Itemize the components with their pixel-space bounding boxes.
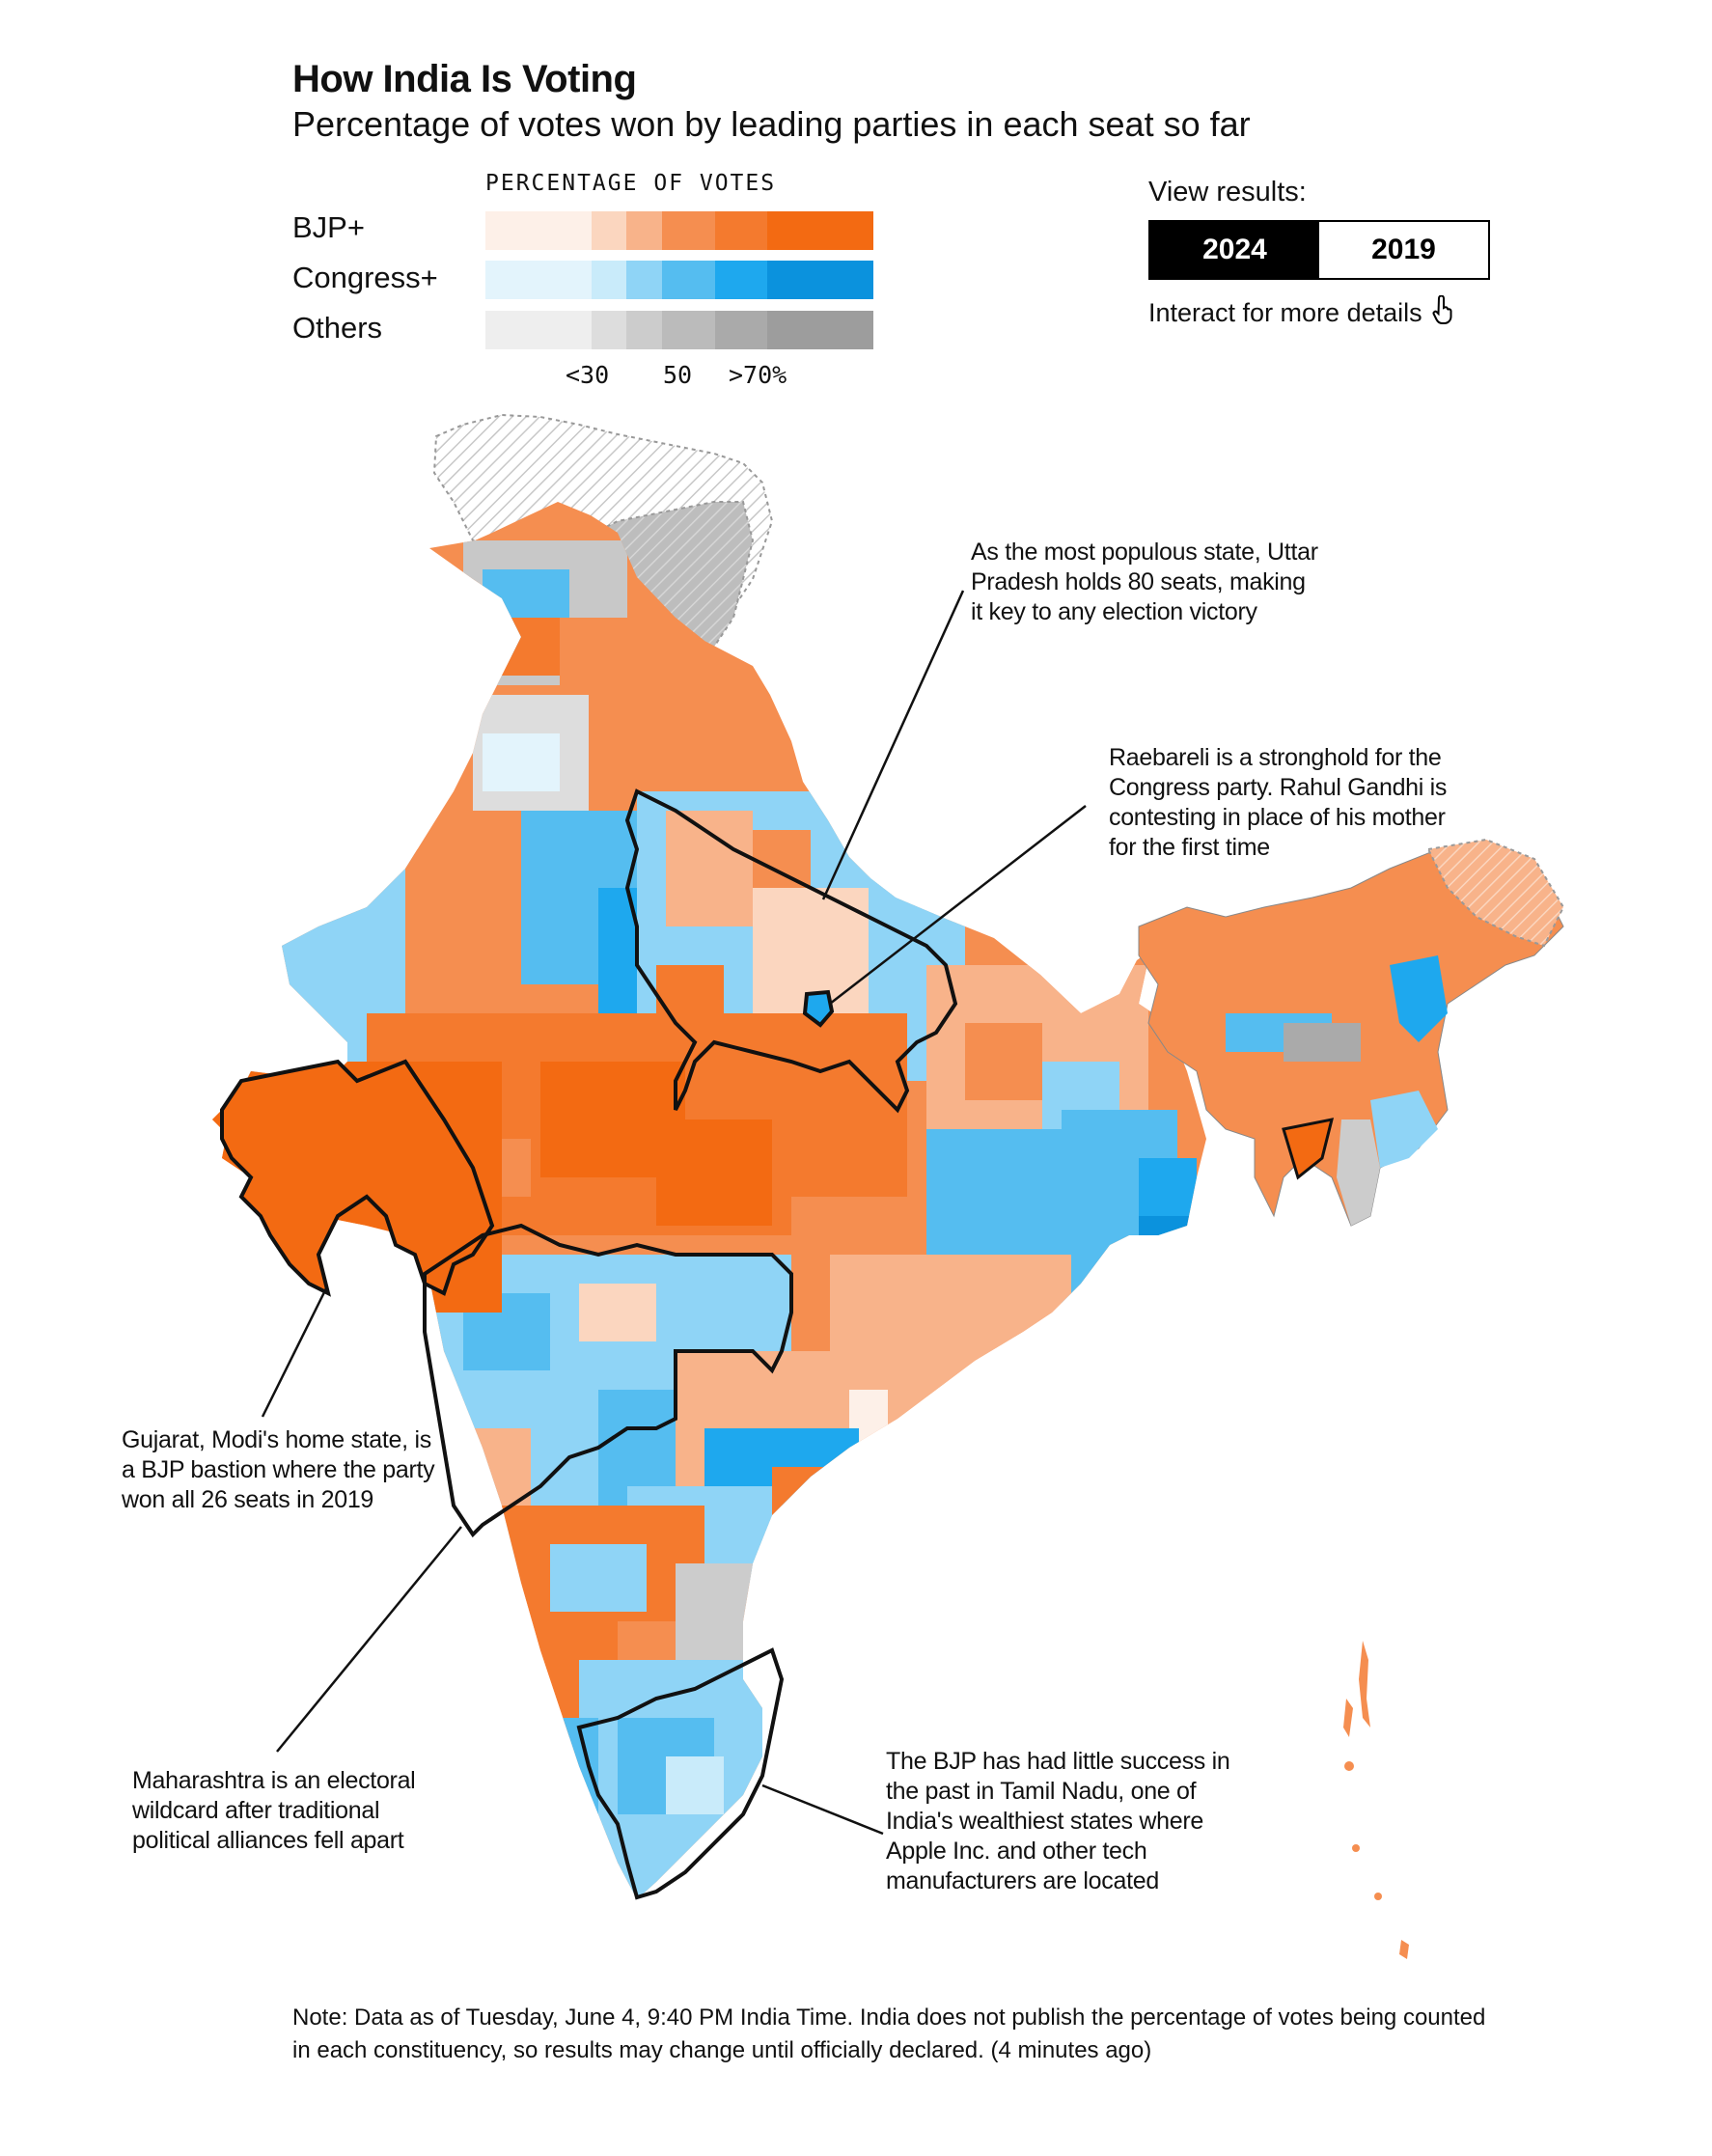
mizoram-region[interactable] — [1337, 1119, 1380, 1226]
legend-swatch — [626, 261, 662, 299]
legend-tick-low: <30 — [566, 361, 610, 389]
nicobar-island-1[interactable] — [1352, 1844, 1360, 1852]
annotation-maharashtra: Maharashtra is an electoral wildcard aft… — [132, 1767, 416, 1854]
manipur-region[interactable] — [1370, 1091, 1438, 1168]
annotation-raebareli: Raebareli is a stronghold for the Congre… — [1109, 744, 1448, 861]
view-results-label: View results: — [1148, 177, 1307, 207]
legend-swatch — [714, 211, 768, 250]
legend-tick-high: >70% — [729, 361, 787, 389]
legend-heading: PERCENTAGE OF VOTES — [485, 171, 777, 196]
footnote: Note: Data as of Tuesday, June 4, 9:40 P… — [292, 2004, 1486, 2063]
legend-swatch — [485, 311, 592, 349]
legend-tick-mid: 50 — [663, 361, 693, 389]
leader-line-gujarat — [261, 1287, 328, 1418]
andaman-island-1[interactable] — [1359, 1641, 1370, 1728]
andaman-island-2[interactable] — [1343, 1699, 1353, 1737]
legend-swatch — [661, 261, 715, 299]
legend-swatch — [485, 211, 592, 250]
interact-hint: Interact for more details — [1148, 294, 1453, 331]
legend-swatch — [661, 311, 715, 349]
legend-swatch — [767, 211, 873, 250]
andaman-island-3[interactable] — [1344, 1761, 1354, 1771]
nicobar-island-3[interactable] — [1399, 1940, 1409, 1959]
disputed-region-east — [1426, 838, 1565, 948]
legend-swatch — [626, 311, 662, 349]
year-2019-button[interactable]: 2019 — [1319, 222, 1488, 278]
legend-bar-congress — [485, 261, 873, 299]
legend-label-bjp: BJP+ — [292, 210, 365, 244]
legend-swatch — [661, 211, 715, 250]
legend-label-others: Others — [292, 311, 383, 345]
legend-bar-bjp — [485, 211, 873, 250]
uttar-pradesh-outline[interactable] — [624, 788, 958, 1114]
tripura-region[interactable] — [1282, 1118, 1335, 1180]
gujarat-state-outline[interactable] — [220, 1059, 495, 1297]
hand-pointer-icon — [1432, 294, 1453, 331]
leader-line-raebareli — [829, 805, 1087, 1005]
legend-swatch — [767, 311, 873, 349]
legend-swatch — [626, 211, 662, 250]
legend-swatch — [591, 311, 627, 349]
legend-bar-others — [485, 311, 873, 349]
leader-line-tamilnadu — [761, 1783, 884, 1836]
legend-label-congress: Congress+ — [292, 261, 438, 294]
annotation-tamil-nadu: The BJP has had little success in the pa… — [886, 1748, 1230, 1894]
legend-swatch — [714, 261, 768, 299]
interact-hint-text: Interact for more details — [1148, 298, 1422, 327]
nicobar-island-2[interactable] — [1374, 1893, 1382, 1900]
legend-swatch — [714, 311, 768, 349]
annotation-gujarat: Gujarat, Modi's home state, is a BJP bas… — [122, 1426, 435, 1513]
maharashtra-outline[interactable] — [423, 1223, 793, 1538]
chart-subtitle: Percentage of votes won by leading parti… — [292, 104, 1251, 144]
leader-line-up — [821, 590, 965, 900]
legend-swatch — [591, 211, 627, 250]
year-toggle: 2024 2019 — [1148, 220, 1490, 280]
nagaland-region[interactable] — [1390, 955, 1448, 1042]
year-2024-button[interactable]: 2024 — [1150, 222, 1319, 278]
legend-swatch — [767, 261, 873, 299]
chart-title: How India Is Voting — [292, 58, 637, 100]
legend-swatch — [485, 261, 592, 299]
raebareli-outline[interactable] — [802, 989, 835, 1028]
others-region-ne[interactable] — [1284, 1023, 1361, 1062]
tamil-nadu-outline[interactable] — [576, 1647, 785, 1900]
leader-line-maharashtra — [276, 1526, 462, 1753]
legend-swatch — [591, 261, 627, 299]
annotation-uttar-pradesh: As the most populous state, Uttar Prades… — [971, 539, 1318, 625]
